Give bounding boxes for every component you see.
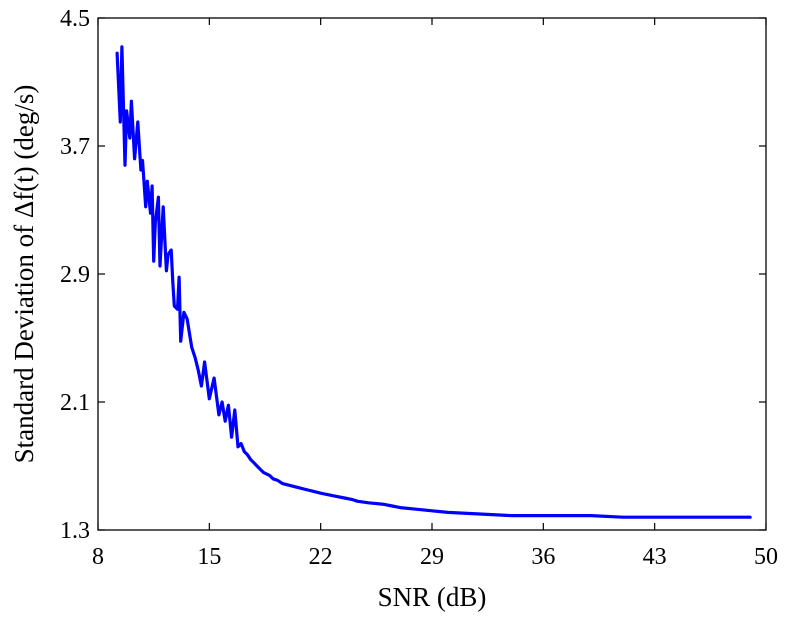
plot-frame — [97, 17, 767, 531]
x-tick-label: 8 — [92, 544, 104, 570]
x-tick-label: 29 — [420, 544, 444, 570]
y-axis-label: Standard Deviation of Δf(t) (deg/s) — [9, 85, 39, 464]
plot-data-layer — [115, 45, 752, 519]
y-tick-label: 4.5 — [60, 6, 90, 32]
x-tick-label: 22 — [309, 544, 333, 570]
x-tick-label: 43 — [643, 544, 667, 570]
data-series-line — [115, 45, 752, 519]
x-axis-ticks: 8 15 22 29 36 43 50 — [92, 18, 778, 570]
y-tick-label: 1.3 — [60, 518, 90, 544]
x-tick-label: 36 — [531, 544, 555, 570]
x-tick-label: 15 — [197, 544, 221, 570]
x-tick-label: 50 — [754, 544, 778, 570]
y-tick-label: 2.9 — [60, 262, 90, 288]
y-tick-label: 2.1 — [60, 390, 90, 416]
x-axis-label: SNR (dB) — [378, 582, 487, 612]
y-axis-ticks: 1.3 2.1 2.9 3.7 4.5 — [60, 6, 766, 544]
y-tick-label: 3.7 — [60, 134, 90, 160]
